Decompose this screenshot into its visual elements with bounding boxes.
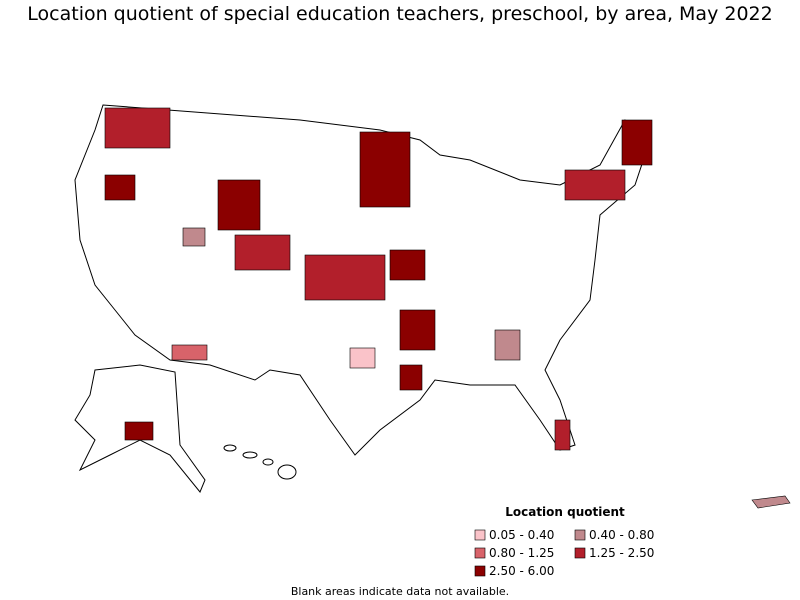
legend-swatch [474,529,486,541]
hawaii [223,444,297,480]
puerto-rico [751,495,791,509]
area-alaska-south [124,421,154,441]
legend-swatch [574,547,586,559]
area-northeast [564,169,626,201]
area-missouri [389,249,426,281]
legend-label: 0.80 - 1.25 [489,546,554,560]
legend-title: Location quotient [505,505,625,519]
area-georgia [494,329,521,361]
map-title: Location quotient of special education t… [27,3,772,25]
map [74,104,791,509]
legend-label: 2.50 - 6.00 [489,564,554,578]
area-louisiana [399,364,423,391]
legend-label: 0.05 - 0.40 [489,528,554,542]
legend-label: 0.40 - 0.80 [589,528,654,542]
area-oregon [104,174,136,201]
area-minnesota [359,131,411,208]
area-wyoming [217,179,261,231]
area-colorado [234,234,291,271]
legend-swatch [474,547,486,559]
footnote: Blank areas indicate data not available. [291,585,509,598]
area-arkansas [399,309,436,351]
area-maine [621,119,653,166]
legend-swatch [574,529,586,541]
area-florida [554,419,571,451]
area-washington [104,107,171,149]
legend: Location quotient 0.05 - 0.40 0.40 - 0.80… [474,505,654,578]
legend-label: 1.25 - 2.50 [589,546,654,560]
area-oklahoma [349,347,376,369]
area-kansas [304,254,386,301]
area-utah [182,227,206,247]
legend-swatch [474,565,486,577]
area-arizona [171,344,208,361]
